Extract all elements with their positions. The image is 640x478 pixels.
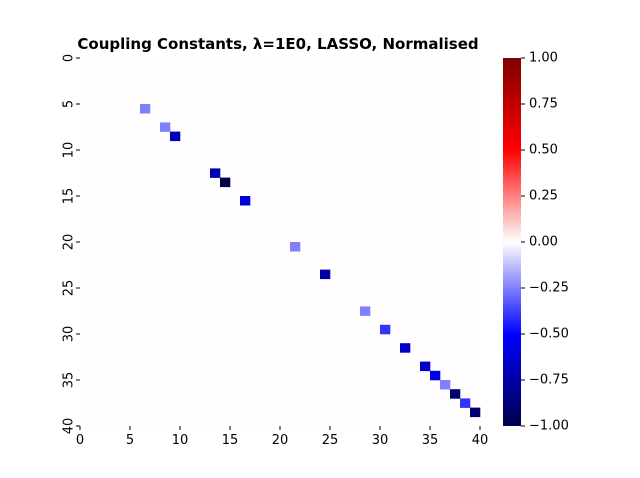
heatmap-cells: [140, 104, 481, 418]
colorbar-tick-label: 1.00: [529, 51, 558, 66]
x-axis: 0 5 10 15 20 25 30 35 40: [76, 426, 488, 448]
y-tick-label: 20: [62, 234, 77, 251]
heatmap-cell: [380, 324, 391, 335]
colorbar-tick-label: 0.00: [529, 235, 558, 250]
heatmap-cell: [320, 269, 331, 280]
y-tick-label: 35: [62, 372, 77, 389]
x-tick-label: 10: [172, 433, 189, 448]
heatmap-cell: [290, 242, 301, 252]
heatmap-cell: [240, 196, 251, 206]
x-tick-label: 30: [372, 433, 389, 448]
heatmap-background: [80, 58, 480, 426]
chart-title: Coupling Constants, λ=1E0, LASSO, Normal…: [77, 35, 478, 53]
x-tick-label: 35: [422, 433, 439, 448]
heatmap-cell: [170, 131, 181, 142]
heatmap-cell: [360, 306, 371, 316]
colorbar: [503, 58, 521, 426]
heatmap-cell: [420, 361, 431, 372]
colorbar-tick-label: 0.50: [529, 143, 558, 158]
heatmap-cell: [220, 177, 231, 188]
y-axis: 0 5 10 15 20 25 30 35 40: [62, 54, 80, 435]
heatmap-cell: [210, 168, 221, 178]
heatmap-cell: [460, 398, 471, 408]
y-tick-label: 5: [62, 100, 77, 108]
colorbar-axis: 1.00 0.75 0.50 0.25 0.00 −0.25 −0.50 −0.75 −1.00: [521, 51, 569, 434]
colorbar-tick-label: 0.25: [529, 189, 558, 204]
x-tick-label: 0: [76, 433, 84, 448]
heatmap-cell: [470, 407, 481, 418]
colorbar-tick-label: −0.50: [529, 327, 569, 342]
x-tick-label: 5: [126, 433, 134, 448]
y-tick-label: 10: [62, 142, 77, 159]
y-tick-label: 40: [62, 418, 77, 435]
y-tick-label: 30: [62, 326, 77, 343]
x-tick-label: 20: [272, 433, 289, 448]
x-tick-label: 25: [322, 433, 339, 448]
heatmap-cell: [400, 343, 411, 353]
heatmap-cell: [140, 104, 151, 114]
heatmap-cell: [440, 380, 451, 390]
colorbar-tick-label: −1.00: [529, 419, 569, 434]
heatmap-cell: [430, 370, 441, 381]
colorbar-tick-label: −0.25: [529, 281, 569, 296]
heatmap-cell: [160, 122, 171, 132]
colorbar-tick-label: 0.75: [529, 97, 558, 112]
heatmap-cell: [450, 389, 461, 399]
x-tick-label: 15: [222, 433, 239, 448]
y-tick-label: 0: [62, 54, 77, 62]
x-tick-label: 40: [472, 433, 489, 448]
y-tick-label: 15: [62, 188, 77, 205]
colorbar-tick-label: −0.75: [529, 373, 569, 388]
y-tick-label: 25: [62, 280, 77, 297]
